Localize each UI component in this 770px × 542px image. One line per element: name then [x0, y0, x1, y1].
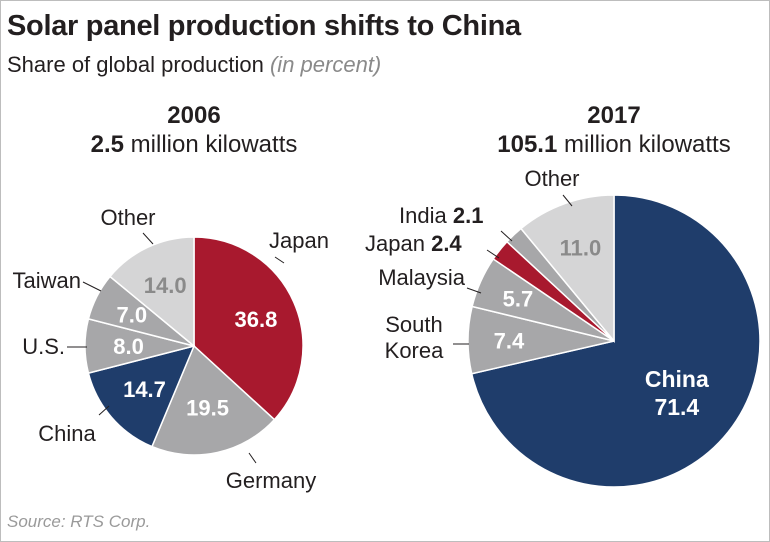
pie-2017-label-malaysia: Malaysia	[378, 265, 466, 290]
pie-2006-leader-germany	[248, 452, 257, 464]
pie-2017-total-unit: million kilowatts	[564, 131, 731, 158]
pie-2017-label-india: India 2.1	[399, 203, 483, 228]
pie-2006-slice-other	[108, 236, 195, 348]
pie-2006-leader-china	[98, 405, 110, 416]
pie-2006-slice-china	[87, 344, 196, 448]
pie-2006-label-u-s: U.S.	[22, 334, 65, 359]
pie-2006-total: 2.5 million kilowatts	[91, 131, 298, 158]
pie-2017-leader-other	[562, 194, 573, 207]
pie-2017-year: 2017	[587, 102, 640, 129]
pie-2006-value-taiwan: 7.0	[117, 302, 148, 327]
pie-2017-label-other: Other	[524, 166, 579, 191]
pie-2006-label-taiwan: Taiwan	[13, 268, 81, 293]
chart-subtitle: Share of global production (in percent)	[7, 52, 381, 78]
pie-2006-year: 2006	[167, 102, 220, 129]
pie-2017-value-malaysia: 5.7	[503, 286, 534, 311]
pie-2006-label-other: Other	[100, 205, 155, 230]
pie-2017-value-japan: 2.4	[431, 231, 462, 256]
pie-2006-leader-other	[142, 232, 154, 245]
pie-2006-slice-germany	[150, 344, 276, 456]
pie-2017-leader-malaysia	[466, 287, 482, 294]
source-note: Source: RTS Corp.	[7, 512, 151, 531]
pie-2006-label-germany: Germany	[226, 468, 316, 493]
pie-2017-value-china: 71.4	[654, 394, 699, 420]
pie-2017-leader-india	[500, 230, 513, 242]
pie-2006-label-japan: Japan	[269, 228, 329, 253]
pie-2017-label-china: China	[645, 366, 709, 392]
pie-2017-total-value: 105.1	[497, 131, 557, 158]
pie-2017-slice-china	[470, 194, 761, 488]
pie-2017-label-south-korea: South Korea	[385, 312, 444, 363]
subtitle-unit: (in percent)	[269, 52, 382, 77]
pie-2017-value-other: 11.0	[560, 236, 602, 261]
pie-2017-leader-japan	[486, 249, 500, 259]
pie-2006-total-unit: million kilowatts	[131, 131, 298, 158]
pie-2006-leader-japan	[274, 256, 285, 264]
pie-2006-label-china: China	[38, 421, 96, 446]
pie-2006-total-value: 2.5	[91, 131, 124, 158]
pie-2017-slice-other	[519, 194, 615, 344]
pie-2006-value-germany: 19.5	[186, 396, 229, 421]
pie-2017-value-south-korea: 7.4	[494, 328, 525, 353]
pie-chart-2006: 2006 2.5 million kilowatts 36.8 Japan 19.5…	[13, 102, 329, 493]
chart-title: Solar panel production shifts to China	[7, 10, 521, 42]
pie-2017-total: 105.1 million kilowatts	[497, 131, 730, 158]
pie-2017-label-japan: Japan 2.4	[365, 231, 462, 256]
pie-2006-leader-taiwan	[82, 281, 102, 292]
pie-2006-slice-japan	[193, 236, 304, 421]
pie-2006-value-japan: 36.8	[234, 307, 277, 332]
pie-2006-value-other: 14.0	[144, 273, 187, 298]
pie-2006-value-china: 14.7	[123, 377, 166, 402]
pie-2017-value-india: 2.1	[453, 203, 484, 228]
subtitle-text: Share of global production	[7, 52, 264, 77]
pie-2006-value-u-s: 8.0	[113, 334, 144, 359]
